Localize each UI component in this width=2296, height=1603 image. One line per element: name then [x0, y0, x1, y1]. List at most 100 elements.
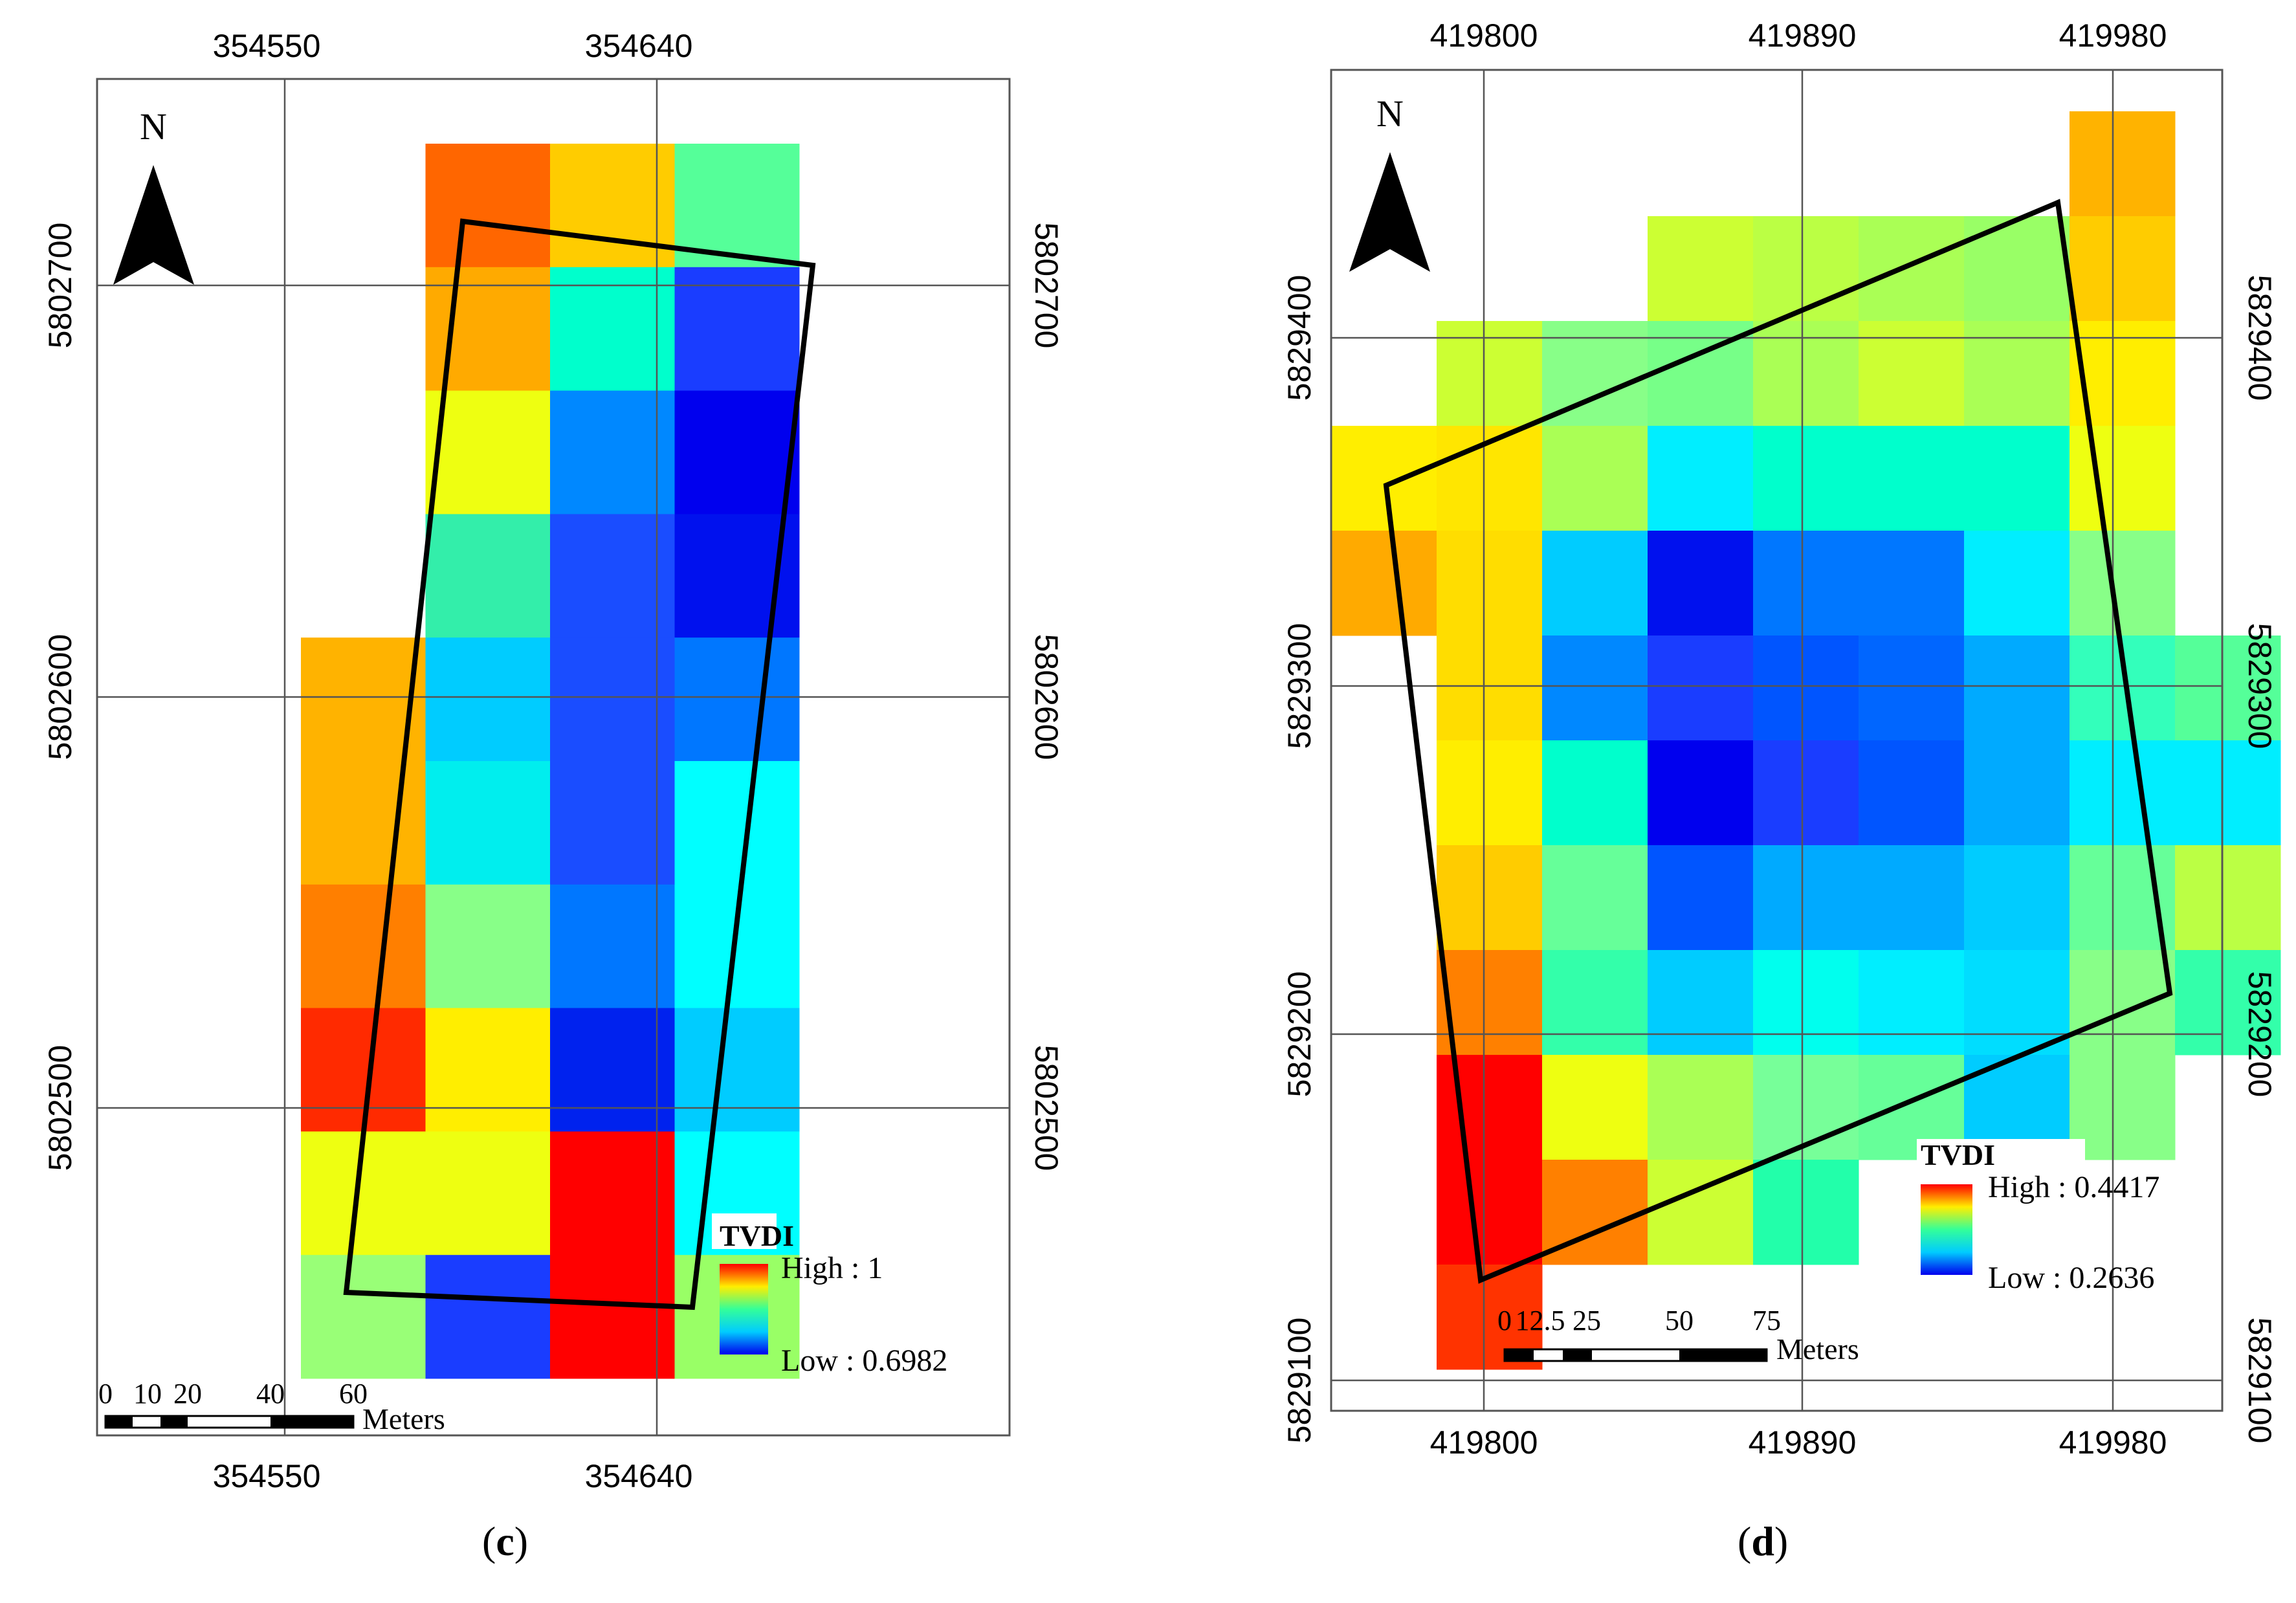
raster-d-cell [1964, 845, 2070, 951]
x-tick-bottom-c-2: 354640 [585, 1458, 693, 1494]
x-tick-top-d-2: 419890 [1749, 17, 1857, 54]
raster-d-cell [1648, 531, 1754, 636]
x-tick-top-d-3: 419980 [2059, 17, 2167, 54]
raster-d-cell [1859, 636, 1965, 741]
x-tick-bottom-d-1: 419800 [1430, 1424, 1538, 1461]
caption-c: (c) [482, 1518, 529, 1564]
x-tick-bottom-c-1: 354550 [213, 1458, 321, 1494]
field-boundary-c [343, 218, 816, 1310]
raster-d-cell [2175, 845, 2281, 951]
legend-title-c: TVDI [720, 1219, 794, 1252]
legend-low-c: Low : 0.6982 [781, 1343, 947, 1378]
scale-label-c-0: 0 [98, 1378, 113, 1410]
map-frame-d [1330, 69, 2224, 1412]
raster-d-cell [1542, 426, 1648, 531]
raster-d-cell [1753, 950, 1859, 1056]
raster-d-cell [1648, 1160, 1754, 1265]
raster-c-cell [550, 514, 675, 638]
raster-d-cell [1859, 531, 1965, 636]
raster-d-cell [1648, 845, 1754, 951]
raster-d-cell [1859, 950, 1965, 1056]
raster-c-cell [550, 884, 675, 1009]
raster-d-cell [1753, 216, 1859, 322]
x-tick-bottom-d-3: 419980 [2059, 1424, 2167, 1461]
x-tick-bottom-d-2: 419890 [1749, 1424, 1857, 1461]
raster-d-cell [1648, 426, 1754, 531]
field-boundary-d [1383, 199, 2173, 1284]
raster-d-cell [1859, 740, 1965, 846]
raster-c-cell [550, 1255, 675, 1379]
raster-c-cell [425, 390, 551, 514]
raster-d-cell [2070, 111, 2176, 217]
raster-c-cell [425, 1008, 551, 1132]
raster-c-cell [425, 514, 551, 638]
raster-d-cell [1964, 216, 2070, 322]
raster-d-cell [2070, 216, 2176, 322]
x-tick-top-d-1: 419800 [1430, 17, 1538, 54]
graticule-c [97, 79, 1010, 1435]
raster-d-cell [2070, 531, 2176, 636]
scale-label-d-3: 50 [1665, 1305, 1694, 1336]
raster-grid-d [1331, 111, 2281, 1370]
raster-d-cell [1964, 531, 2070, 636]
scale-label-d-4: 75 [1752, 1305, 1781, 1336]
raster-c-cell [301, 1255, 426, 1379]
raster-d-cell [1542, 636, 1648, 741]
legend-ramp-d [1921, 1184, 1972, 1275]
north-arrow-icon [1349, 152, 1430, 272]
raster-d-cell [1437, 321, 1543, 426]
north-arrow-icon [113, 165, 194, 285]
scale-bar-c: 0 10 20 40 60 Meters [98, 1378, 445, 1435]
raster-d-cell [1648, 740, 1754, 846]
raster-c-cell [550, 637, 675, 762]
raster-d-cell [1964, 321, 2070, 426]
raster-grid-c [301, 144, 800, 1379]
legend-d: TVDI High : 0.4417 Low : 0.2636 [1917, 1138, 2159, 1295]
legend-c: TVDI High : 1 Low : 0.6982 [712, 1213, 947, 1378]
scale-label-d-1: 12.5 [1516, 1305, 1565, 1336]
raster-d-cell [1859, 216, 1965, 322]
raster-d-cell [1964, 950, 2070, 1056]
raster-d-cell [2070, 426, 2176, 531]
raster-c-cell [674, 761, 800, 885]
raster-c-cell [301, 884, 426, 1009]
raster-c-cell [674, 144, 800, 268]
map-panel-c: 354550 354640 354550 354640 5802700 5802… [42, 28, 1065, 1494]
raster-d-cell [1753, 426, 1859, 531]
raster-d-cell [1331, 531, 1437, 636]
y-tick-right-d-2: 5829300 [2242, 623, 2278, 749]
legend-low-d: Low : 0.2636 [1988, 1261, 2154, 1295]
legend-high-c: High : 1 [781, 1251, 883, 1285]
raster-d-cell [1437, 1160, 1543, 1265]
north-arrow-c: N [113, 105, 194, 285]
raster-d-cell [2070, 1055, 2176, 1160]
raster-d-cell [1648, 950, 1754, 1056]
raster-c-cell [550, 761, 675, 885]
raster-d-cell [1753, 321, 1859, 426]
raster-d-cell [1753, 740, 1859, 846]
y-tick-right-d-1: 5829400 [2242, 275, 2278, 401]
raster-d-cell [1753, 636, 1859, 741]
raster-d-cell [1753, 845, 1859, 951]
y-tick-left-c-1: 5802700 [42, 223, 78, 349]
raster-d-cell [1964, 426, 2070, 531]
legend-high-d: High : 0.4417 [1988, 1170, 2159, 1204]
raster-d-cell [2175, 740, 2281, 846]
map-panel-d: 419800 419890 419980 419800 419890 41998… [1281, 17, 2281, 1461]
y-tick-left-d-3: 5829200 [1281, 971, 1318, 1098]
scale-unit-d: Meters [1776, 1332, 1859, 1365]
y-tick-right-c-1: 5802700 [1028, 223, 1065, 349]
y-tick-left-d-2: 5829300 [1281, 623, 1318, 749]
raster-c-cell [550, 1008, 675, 1132]
raster-d-cell [1437, 845, 1543, 951]
north-label-d: N [1376, 93, 1404, 135]
y-tick-right-d-4: 5829100 [2242, 1318, 2278, 1444]
raster-d-cell [1331, 426, 1437, 531]
raster-d-cell [1964, 636, 2070, 741]
north-arrow-d: N [1349, 93, 1430, 272]
raster-c-cell [425, 144, 551, 268]
raster-d-cell [2175, 950, 2281, 1056]
y-tick-left-c-3: 5802500 [42, 1045, 78, 1171]
raster-d-cell [1753, 1160, 1859, 1265]
